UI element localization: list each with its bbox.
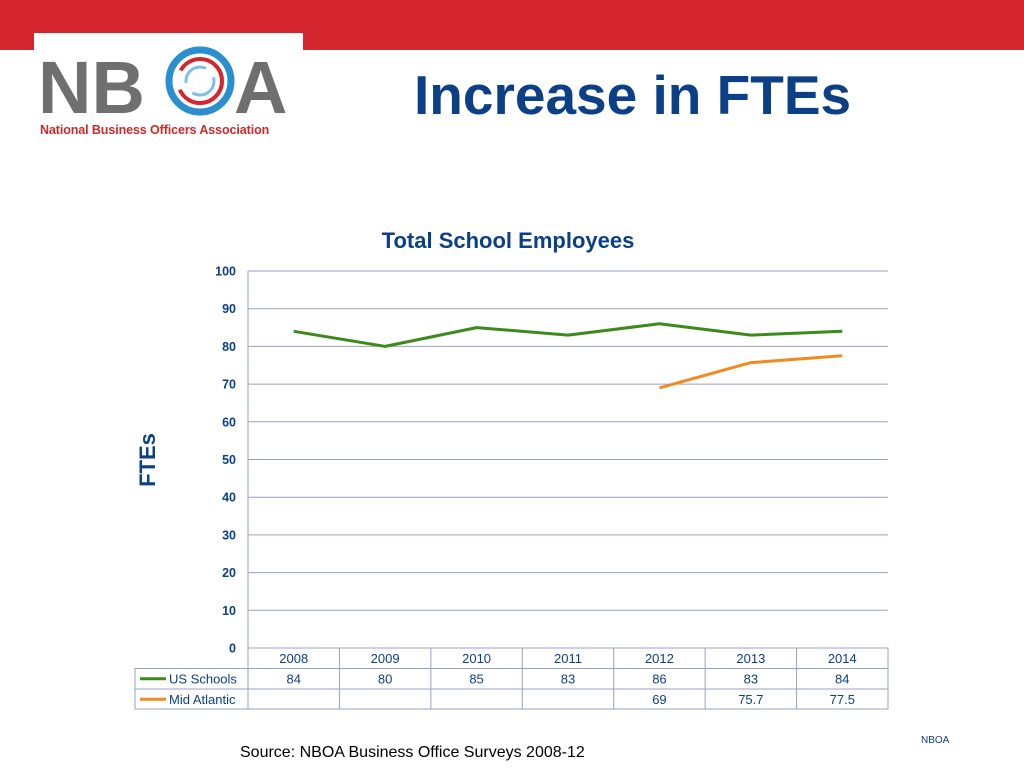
nboa-logo: NB A National Business Officers Associat… [34, 33, 303, 143]
x-tick-label: 2011 [554, 651, 582, 666]
logo-subtitle: National Business Officers Association [40, 123, 270, 137]
data-table-cell: 69 [652, 692, 666, 707]
y-tick-label: 90 [222, 302, 236, 316]
slide-title: Increase in FTEs [414, 64, 852, 126]
series-line [293, 322, 843, 348]
data-table: 2008 2009 2010 2011 2012 2013 2014 US Schools 84… [134, 647, 889, 710]
x-tick-label: 2014 [828, 651, 857, 666]
series-lines [293, 322, 843, 390]
x-tick-label: 2012 [645, 651, 674, 666]
y-tick-label: 10 [222, 604, 236, 618]
legend-label: US Schools [169, 671, 237, 686]
data-table-cell: 85 [469, 671, 483, 686]
y-tick-label: 60 [222, 415, 236, 429]
legend-label: Mid Atlantic [169, 692, 236, 707]
y-tick-label: 100 [215, 265, 236, 279]
gridlines [247, 270, 888, 648]
y-tick-label: 80 [222, 340, 236, 354]
logo-letter-a: A [234, 46, 287, 129]
data-table-cell: 84 [286, 671, 300, 686]
footer-tag: NBOA [921, 735, 950, 746]
data-table-cell: 80 [378, 671, 392, 686]
data-table-cell: 75.7 [738, 692, 763, 707]
x-tick-label: 2008 [279, 651, 308, 666]
x-tick-label: 2013 [736, 651, 765, 666]
y-tick-label: 40 [222, 491, 236, 505]
data-table-cell: 83 [744, 671, 758, 686]
source-note: Source: NBOA Business Office Surveys 200… [240, 744, 585, 761]
data-table-cell: 83 [561, 671, 575, 686]
y-tick-label: 30 [222, 528, 236, 542]
y-axis-label: FTEs [135, 433, 160, 487]
logo-letters-nb: NB [38, 46, 145, 129]
data-table-cell: 84 [835, 671, 849, 686]
data-table-cell: 77.5 [830, 692, 855, 707]
logo-graphic: NB A [38, 46, 287, 129]
y-tick-label: 70 [222, 378, 236, 392]
series-line [659, 354, 843, 390]
y-tick-label: 0 [229, 642, 236, 656]
x-tick-label: 2010 [462, 651, 491, 666]
x-tick-label: 2009 [371, 651, 400, 666]
logo-o-rings [165, 46, 235, 116]
y-tick-labels: 0 10 20 30 40 50 60 70 80 90 100 [215, 265, 236, 656]
y-tick-label: 50 [222, 453, 236, 467]
y-tick-label: 20 [222, 566, 236, 580]
data-table-cell: 86 [652, 671, 666, 686]
chart-title: Total School Employees [382, 228, 635, 253]
